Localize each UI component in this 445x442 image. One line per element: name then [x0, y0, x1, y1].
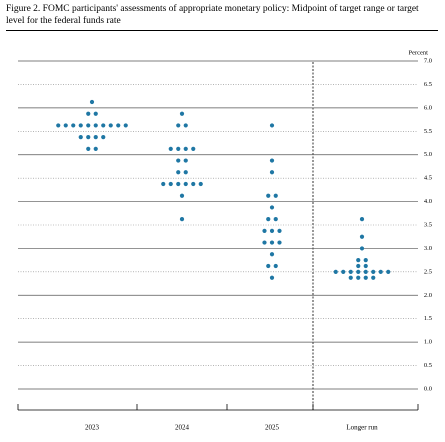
y-tick-label: 2.5	[424, 268, 432, 275]
dot	[277, 228, 282, 233]
dot	[183, 181, 188, 187]
y-tick-label: 3.5	[424, 221, 432, 228]
dot	[101, 135, 106, 140]
y-tick-label: 6.0	[424, 104, 432, 111]
dot	[356, 263, 361, 269]
y-tick-label: 3.0	[424, 245, 432, 252]
dot	[123, 123, 128, 128]
x-tick-label: 2024	[175, 424, 190, 432]
y-tick-label: 6.5	[424, 81, 432, 88]
dot	[191, 146, 196, 151]
y-tick-label: 2.0	[424, 292, 432, 299]
dot	[86, 111, 91, 116]
dot	[101, 123, 106, 128]
dot	[359, 246, 365, 251]
dot	[359, 234, 365, 239]
dot	[161, 181, 166, 187]
dot	[363, 275, 368, 280]
dot	[266, 193, 271, 198]
dot	[183, 146, 188, 151]
dot	[333, 269, 338, 274]
dot	[273, 217, 278, 222]
dot	[168, 181, 173, 187]
y-axis-label: Percent	[409, 49, 429, 56]
dot	[86, 146, 91, 151]
x-tick-label: 2025	[265, 424, 280, 432]
chart-title: Figure 2. FOMC participants' assessments…	[6, 3, 438, 31]
dot	[269, 123, 275, 128]
dot	[356, 275, 361, 280]
dot	[269, 252, 275, 257]
dot	[108, 123, 113, 128]
dot	[89, 99, 95, 105]
dot	[78, 135, 83, 140]
dot	[269, 240, 275, 245]
dot	[269, 205, 275, 210]
dot	[93, 123, 98, 128]
dot	[176, 123, 181, 128]
dot	[56, 123, 61, 128]
y-tick-label: 4.0	[424, 198, 432, 205]
y-tick-label: 5.5	[424, 128, 432, 135]
dot	[363, 269, 368, 274]
y-tick-label: 1.5	[424, 315, 432, 322]
dot	[63, 123, 68, 128]
dot	[273, 263, 278, 269]
dot	[179, 193, 185, 198]
dot	[78, 123, 83, 128]
dot	[356, 258, 361, 263]
dot	[363, 258, 368, 263]
dot	[71, 123, 76, 128]
y-tick-label: 0.0	[424, 385, 432, 392]
x-tick-label: 2023	[85, 424, 100, 432]
dot	[269, 275, 275, 280]
y-tick-label: 0.5	[424, 362, 432, 369]
dot	[168, 146, 173, 151]
dot	[93, 111, 98, 116]
dot	[266, 263, 271, 269]
dot	[198, 181, 203, 187]
dot	[262, 228, 267, 233]
dot	[176, 170, 181, 175]
y-tick-label: 5.0	[424, 151, 432, 158]
dot	[348, 275, 353, 280]
dot	[371, 269, 376, 274]
dot	[277, 240, 282, 245]
dot	[86, 135, 91, 140]
dot	[183, 170, 188, 175]
dot	[179, 217, 185, 222]
y-tick-label: 4.5	[424, 175, 432, 182]
x-tick-label: Longer run	[346, 424, 378, 432]
dot	[266, 217, 271, 222]
dot	[269, 170, 275, 175]
dot	[86, 123, 91, 128]
dot	[269, 158, 275, 163]
dot	[176, 146, 181, 151]
dot	[348, 269, 353, 274]
dot	[176, 158, 181, 163]
dot	[371, 275, 376, 280]
dot	[179, 111, 185, 116]
dot	[269, 228, 275, 233]
dot	[262, 240, 267, 245]
dot	[356, 269, 361, 274]
dot	[359, 217, 365, 222]
dot	[273, 193, 278, 198]
y-tick-label: 7.0	[424, 57, 432, 64]
dot	[183, 123, 188, 128]
dot	[93, 146, 98, 151]
dot	[378, 269, 383, 274]
dot	[386, 269, 391, 274]
dot	[176, 181, 181, 187]
dot	[183, 158, 188, 163]
dot	[363, 263, 368, 269]
dot	[116, 123, 121, 128]
dot	[93, 135, 98, 140]
dot	[191, 181, 196, 187]
dot	[341, 269, 346, 274]
y-tick-label: 1.0	[424, 339, 432, 346]
